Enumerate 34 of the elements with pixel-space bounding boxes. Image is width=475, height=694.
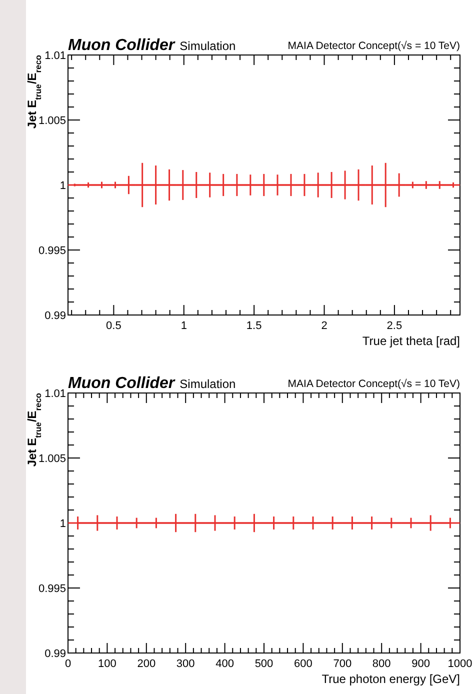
chart-title: Muon Collider bbox=[68, 37, 176, 54]
x-tick-label: 1000 bbox=[448, 658, 472, 670]
x-tick-label: 200 bbox=[137, 658, 156, 670]
x-tick-label: 900 bbox=[412, 658, 430, 670]
y-tick-label: 1.005 bbox=[38, 115, 66, 127]
y-tick-label: 1.005 bbox=[38, 453, 66, 465]
x-tick-label: 0.5 bbox=[106, 320, 122, 332]
chart-subtitle: Simulation bbox=[180, 377, 236, 391]
text: MAIA Detector Concept(√s = 10 TeV) bbox=[288, 40, 460, 52]
y-tick-label: 0.99 bbox=[44, 310, 66, 322]
x-tick-label: 1 bbox=[180, 320, 187, 332]
x-tick-label: 500 bbox=[254, 658, 274, 670]
x-axis-title: True jet theta [rad] bbox=[362, 334, 460, 348]
y-tick-label: 1.01 bbox=[44, 388, 66, 400]
x-tick-label: 0 bbox=[64, 658, 72, 670]
x-tick-label: 700 bbox=[333, 658, 352, 670]
chart-title: Muon Collider bbox=[68, 375, 176, 392]
x-tick-label: 100 bbox=[98, 658, 116, 670]
chart-subtitle: Simulation bbox=[180, 39, 236, 53]
x-tick-label: 300 bbox=[176, 658, 195, 670]
y-tick-label: 1 bbox=[60, 518, 66, 530]
x-tick-label: 400 bbox=[216, 658, 234, 670]
y-tick-label: 0.995 bbox=[38, 245, 66, 257]
y-tick-label: 1.01 bbox=[44, 50, 66, 62]
x-tick-label: 600 bbox=[294, 658, 312, 670]
x-axis-title: True photon energy [GeV] bbox=[322, 672, 460, 686]
x-tick-label: 2 bbox=[321, 320, 328, 332]
x-tick-label: 1.5 bbox=[246, 320, 262, 332]
y-tick-label: 1 bbox=[60, 180, 66, 192]
y-tick-label: 0.995 bbox=[38, 583, 66, 595]
x-tick-label: 800 bbox=[372, 658, 391, 670]
y-tick-label: 0.99 bbox=[44, 648, 66, 660]
x-tick-label: 2.5 bbox=[386, 320, 402, 332]
text: MAIA Detector Concept(√s = 10 TeV) bbox=[288, 378, 460, 390]
